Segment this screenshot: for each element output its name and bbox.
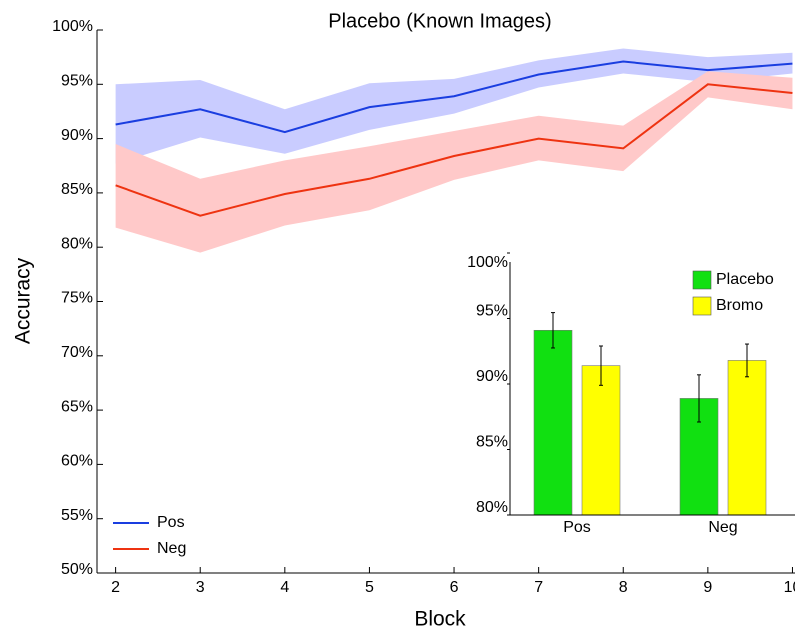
legend-swatch [692,296,712,316]
x-tick-label: 9 [703,579,712,596]
y-tick-label: 100% [467,254,508,271]
y-tick-label: 65% [61,398,93,415]
x-tick-label: 8 [619,579,628,596]
y-tick-label: 85% [476,434,508,451]
y-tick-label: 95% [61,73,93,90]
y-tick-label: 100% [52,18,93,35]
line [115,83,793,217]
bar [581,365,621,516]
x-tick-label: 3 [196,579,205,596]
y-tick-label: 95% [476,303,508,320]
error-bar [697,374,701,423]
x-tick-label: 2 [111,579,120,596]
legend-label: Pos [157,514,185,531]
x-tick-label: Neg [708,519,737,536]
x-axis-label: Block [414,608,466,631]
legend-label: Bromo [716,297,763,314]
legend-label: Placebo [716,271,774,288]
y-tick-label: 85% [61,181,93,198]
chart-title: Placebo (Known Images) [328,10,551,32]
legend-label: Neg [157,540,186,557]
error-bar [551,312,555,349]
x-tick-label: 4 [280,579,289,596]
y-tick-label: 60% [61,453,93,470]
x-tick-label: 10 [784,579,795,596]
error-bar [745,343,749,378]
y-tick-label: 70% [61,344,93,361]
error-bar [599,345,603,386]
y-tick-label: 80% [476,499,508,516]
error-band [115,71,793,253]
legend-swatch [692,270,712,290]
x-tick-label: 6 [450,579,459,596]
error-band [115,48,793,164]
line [115,60,793,134]
bar [533,329,573,516]
y-tick-label: 80% [61,235,93,252]
x-tick-label: 5 [365,579,374,596]
bar [727,360,767,516]
y-tick-label: 90% [476,368,508,385]
y-axis-label: Accuracy [12,257,35,344]
y-tick-label: 90% [61,127,93,144]
y-tick-label: 55% [61,507,93,524]
x-tick-label: 7 [534,579,543,596]
x-tick-label: Pos [563,519,591,536]
y-tick-label: 50% [61,561,93,578]
y-tick-label: 75% [61,290,93,307]
